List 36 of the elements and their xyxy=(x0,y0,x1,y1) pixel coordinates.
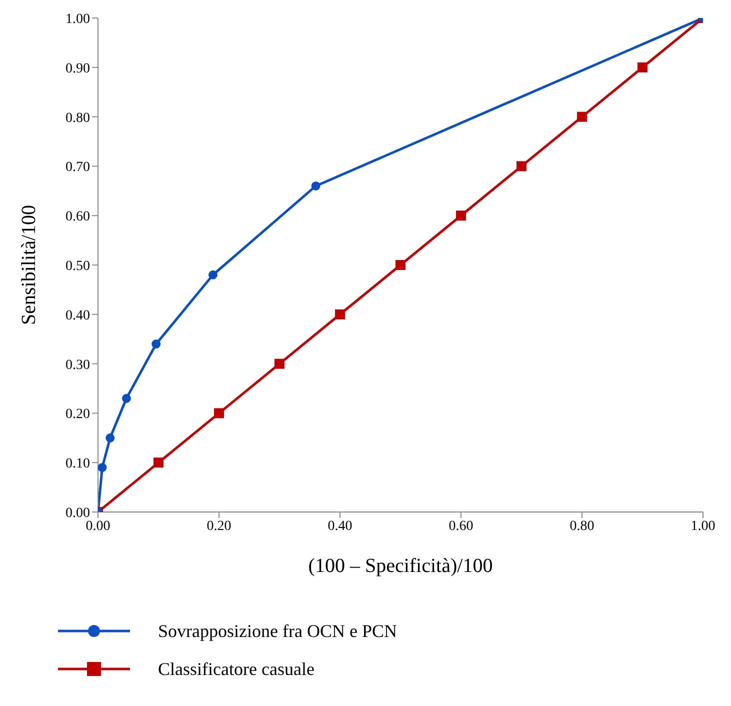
point xyxy=(106,433,115,442)
x-tick-label: 1.00 xyxy=(690,518,716,534)
legend-label: Classificatore casuale xyxy=(158,658,314,680)
x-axis-title: (100 – Specificità)/100 xyxy=(308,555,493,577)
point xyxy=(154,458,164,468)
x-tick-label: 0.80 xyxy=(570,518,594,534)
point xyxy=(335,309,345,320)
point xyxy=(152,340,161,349)
y-tick-label: 0.10 xyxy=(66,456,90,472)
legend-label: Sovrapposizione fra OCN e PCN xyxy=(158,620,397,642)
point xyxy=(638,62,648,72)
y-axis-title: Sensibilità/100 xyxy=(18,205,40,325)
point xyxy=(516,161,526,172)
point xyxy=(396,260,406,270)
point xyxy=(274,358,284,369)
y-tick-label: 1.00 xyxy=(66,12,90,27)
y-tick-label: 0.60 xyxy=(66,210,90,225)
y-tick-label: 0.20 xyxy=(66,407,90,422)
y-tick-label: 0.80 xyxy=(66,110,90,126)
y-tick-label: 0.30 xyxy=(66,358,90,373)
x-tick-label: 0.00 xyxy=(86,518,110,534)
y-tick-label: 0.50 xyxy=(66,258,90,274)
point xyxy=(311,181,320,190)
point xyxy=(577,112,587,122)
x-tick-label: 0.40 xyxy=(328,518,352,534)
x-tick-label: 0.20 xyxy=(206,518,232,534)
point xyxy=(214,408,224,418)
point xyxy=(122,394,131,403)
y-tick-label: 0.90 xyxy=(66,61,90,76)
y-tick-label: 0.70 xyxy=(66,160,90,176)
y-tick-label: 0.00 xyxy=(66,506,90,521)
y-tick-label: 0.40 xyxy=(66,308,90,324)
x-tick-label: 0.60 xyxy=(448,518,474,534)
point xyxy=(456,210,466,221)
point xyxy=(98,463,107,472)
point xyxy=(208,270,218,280)
